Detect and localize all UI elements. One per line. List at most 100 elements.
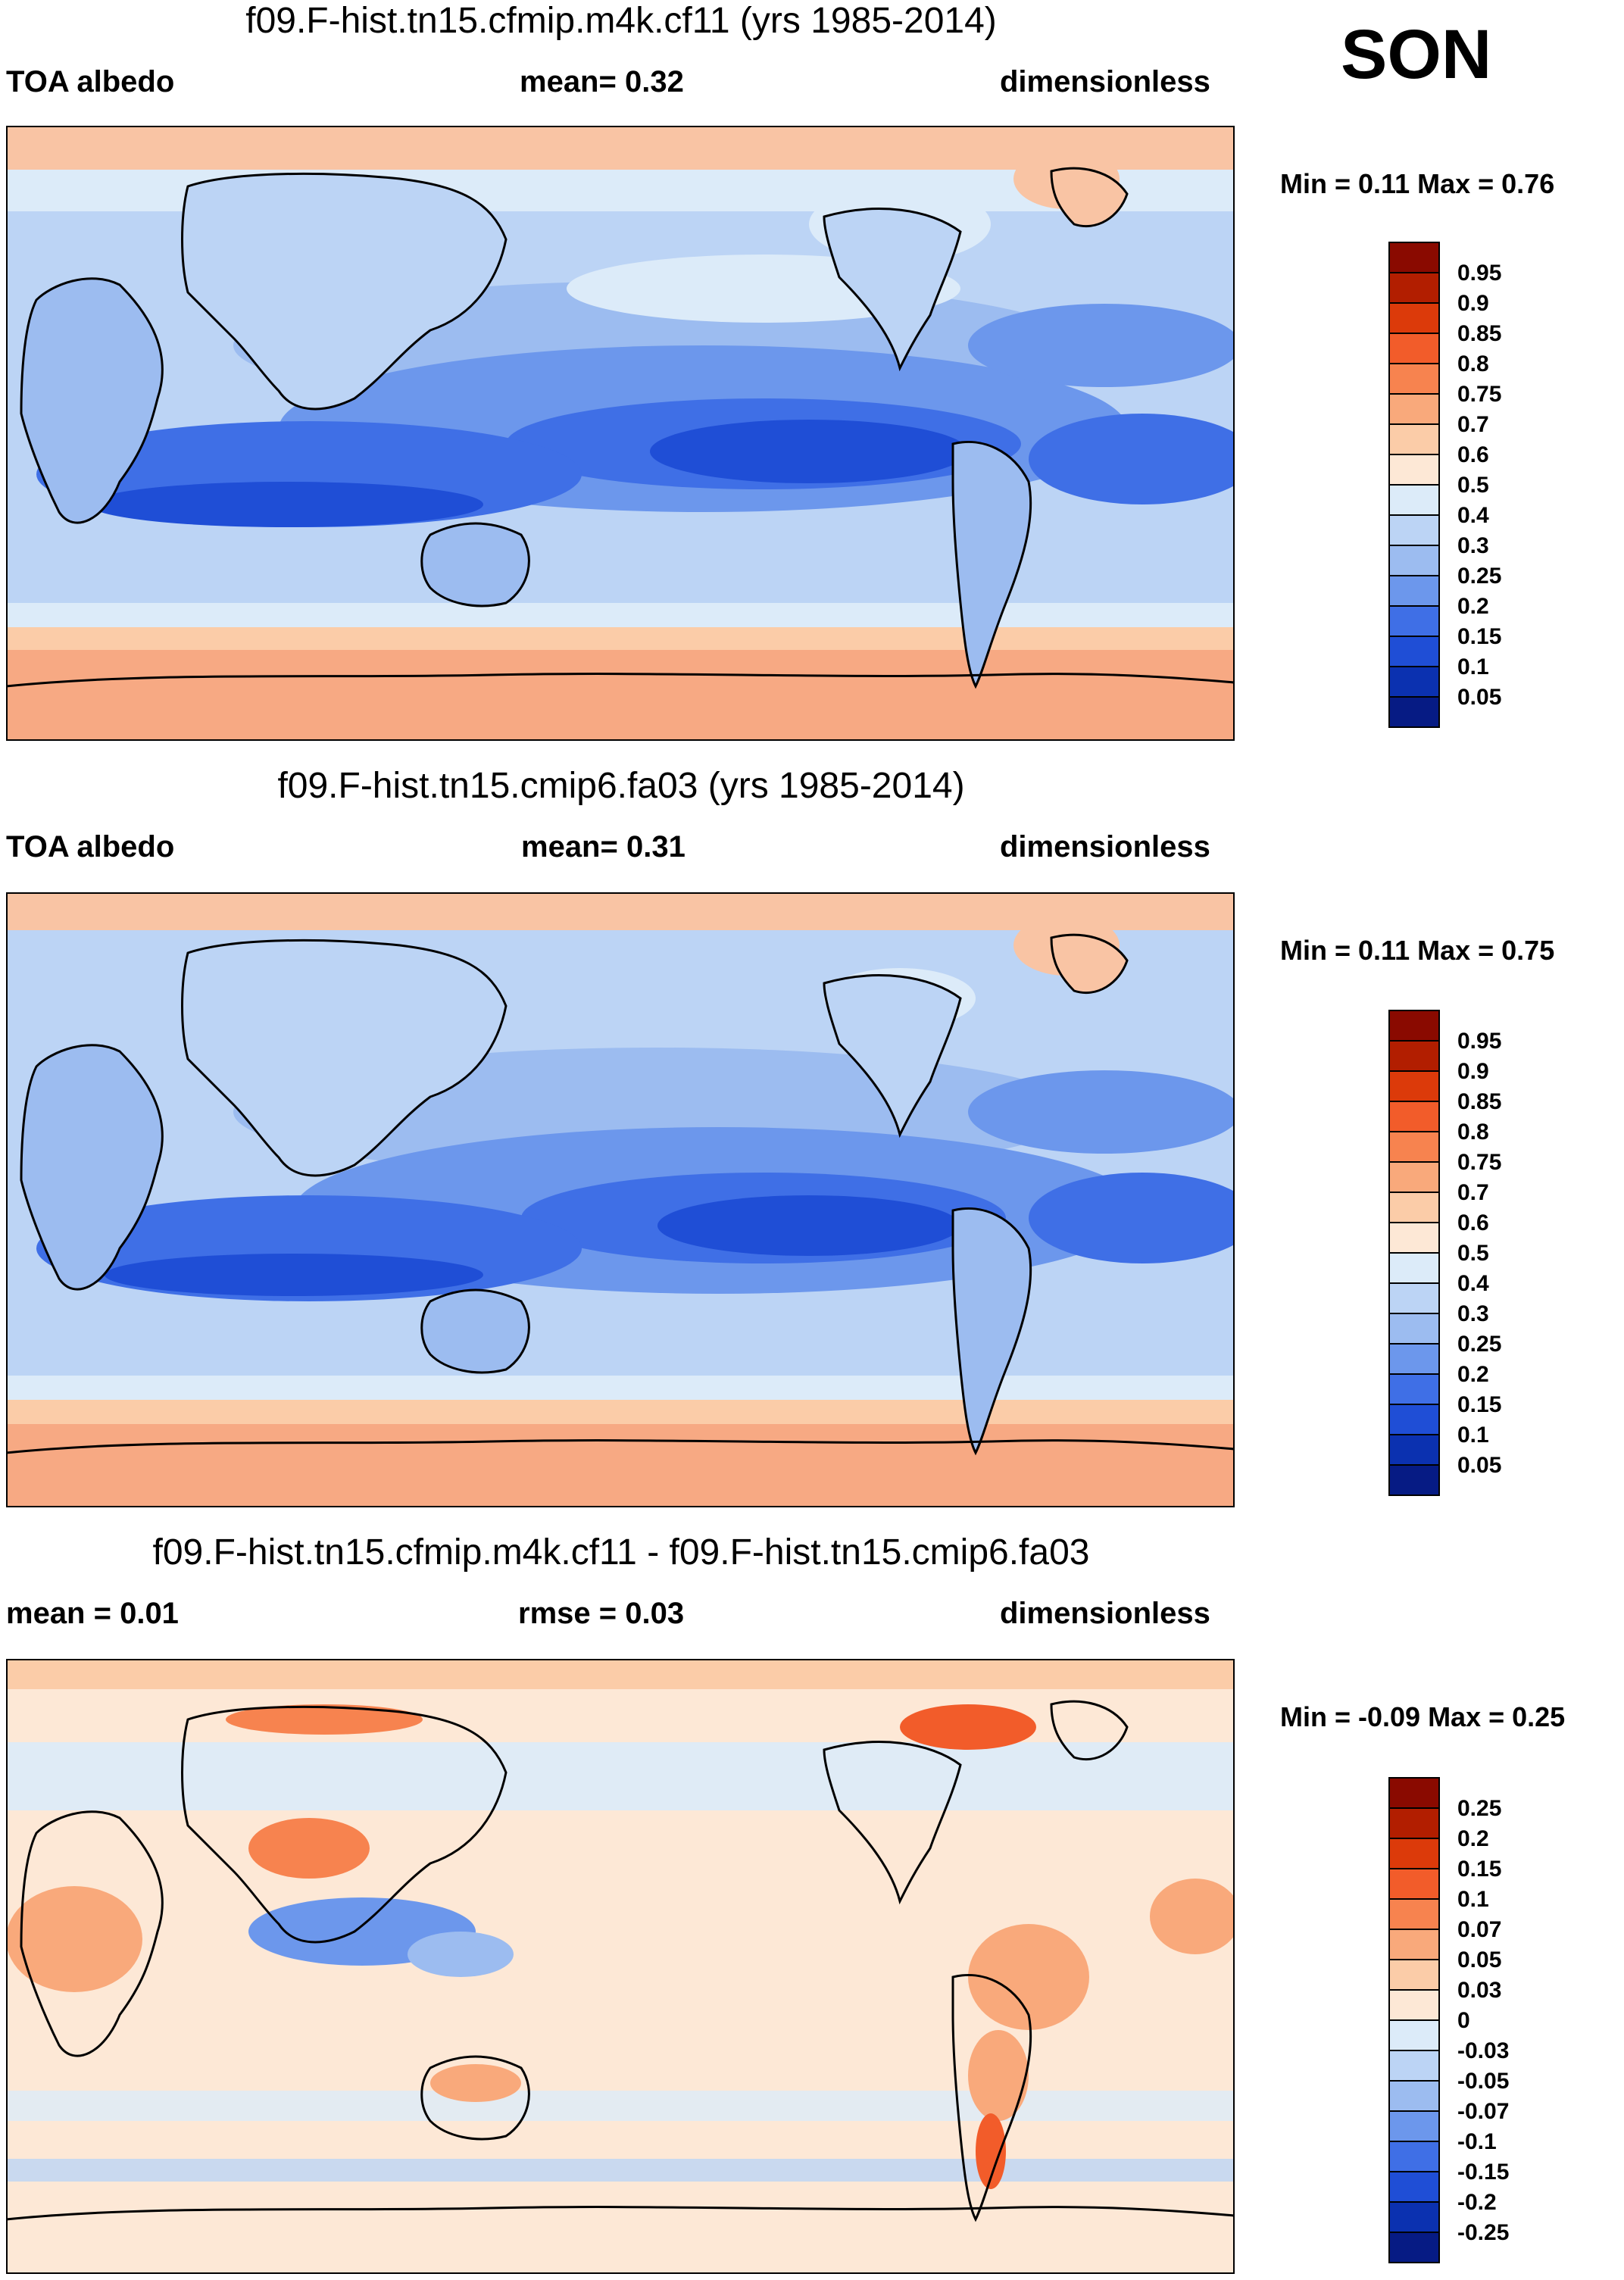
panel-1-colorbar-label: 0.2 [1457, 594, 1489, 619]
panel-2-colorbar-box [1388, 1373, 1440, 1405]
panel-2-colorbar-label: 0.5 [1457, 1241, 1489, 1266]
panel-1-colorbar-box [1388, 484, 1440, 516]
panel-2-map [6, 892, 1235, 1507]
panel-3-title: f09.F-hist.tn15.cfmip.m4k.cf11 - f09.F-h… [152, 1532, 1090, 1573]
panel-1-colorbar-label: 0.3 [1457, 533, 1489, 558]
panel-3-colorbar-box [1388, 2201, 1440, 2233]
panel-1-colorbar-box [1388, 423, 1440, 455]
panel-3-colorbar-box [1388, 2019, 1440, 2051]
panel-2-colorbar-box [1388, 1252, 1440, 1284]
panel-2-title: f09.F-hist.tn15.cmip6.fa03 (yrs 1985-201… [277, 766, 965, 806]
panel-1-colorbar-label: 0.15 [1457, 624, 1501, 649]
panel-2-colorbar-label: 0.2 [1457, 1362, 1489, 1387]
panel-3-rmse-label: rmse = 0.03 [518, 1597, 685, 1630]
panel-1-mean-label: mean= 0.32 [520, 65, 684, 98]
panel-1-colorbar-label: 0.85 [1457, 321, 1501, 346]
panel-1-colorbar-box [1388, 636, 1440, 667]
panel-3-coastlines [6, 1700, 1235, 2222]
panel-1-map-frame [6, 126, 1235, 741]
panel-1-variable-label: TOA albedo [6, 65, 175, 98]
panel-1-colorbar-label: 0.05 [1457, 685, 1501, 710]
panel-1-colorbar-label: 0.8 [1457, 351, 1489, 376]
panel-3-fields [6, 1659, 1235, 2274]
panel-3-colorbar-box [1388, 1838, 1440, 1869]
panel-2-coastlines [6, 933, 1235, 1456]
panel-1-colorbar-label: 0.6 [1457, 442, 1489, 467]
panel-3-colorbar-label: 0.07 [1457, 1917, 1501, 1942]
panel-3-colorbar-label: -0.15 [1457, 2160, 1509, 2185]
panel-1-colorbar-box [1388, 393, 1440, 425]
panel-3-colorbar-label: -0.03 [1457, 2038, 1509, 2063]
panel-1-colorbar-box [1388, 333, 1440, 364]
season-label: SON [1341, 16, 1492, 93]
panel-2-colorbar-box [1388, 1343, 1440, 1375]
panel-2-colorbar-label: 0.7 [1457, 1180, 1489, 1205]
panel-2-colorbar-label: 0.3 [1457, 1301, 1489, 1326]
panel-1-colorbar-box [1388, 605, 1440, 637]
panel-1-colorbar-label: 0.95 [1457, 261, 1501, 286]
panel-3-colorbar-label: 0.05 [1457, 1947, 1501, 1972]
panel-3-colorbar: 0.25 0.2 0.15 0.1 0.07 0.05 0.03 0 -0.03 -0.05 -0.… [1388, 1777, 1509, 2263]
panel-3-colorbar-label: 0.25 [1457, 1796, 1501, 1821]
panel-3-colorbar-box [1388, 2080, 1440, 2112]
panel-2-colorbar-box [1388, 1070, 1440, 1102]
panel-3-colorbar-box [1388, 1989, 1440, 2021]
panel-3-colorbar-box [1388, 2232, 1440, 2263]
panel-2-colorbar-box [1388, 1101, 1440, 1132]
panel-3-colorbar-label: 0.03 [1457, 1978, 1501, 2003]
panel-1-colorbar-box [1388, 545, 1440, 576]
panel-1-fields [6, 126, 1235, 741]
panel-1-colorbar-box [1388, 666, 1440, 698]
panel-2-colorbar-label: 0.95 [1457, 1029, 1501, 1054]
panel-2-minmax: Min = 0.11 Max = 0.75 [1280, 935, 1555, 966]
panel-1-colorbar-box [1388, 514, 1440, 546]
panel-1-colorbar-box [1388, 696, 1440, 728]
panel-2-units-label: dimensionless [1000, 830, 1210, 864]
panel-1-colorbar-label: 0.25 [1457, 564, 1501, 589]
panel-2-colorbar-label: 0.4 [1457, 1271, 1489, 1296]
panel-2-colorbar-box [1388, 1010, 1440, 1042]
panel-3-colorbar-label: 0.1 [1457, 1887, 1489, 1912]
panel-2-mean-label: mean= 0.31 [521, 830, 686, 864]
panel-2-colorbar-box [1388, 1464, 1440, 1496]
panel-1-colorbar-box [1388, 454, 1440, 486]
panel-3-colorbar-label: -0.05 [1457, 2069, 1509, 2094]
panel-3-colorbar-label: 0.2 [1457, 1826, 1489, 1851]
panel-1-colorbar-label: 0.4 [1457, 503, 1489, 528]
panel-1-coastlines [6, 167, 1235, 689]
panel-3-colorbar-label: -0.25 [1457, 2220, 1509, 2245]
panel-2-colorbar-box [1388, 1040, 1440, 1072]
panel-2-colorbar-label: 0.25 [1457, 1332, 1501, 1357]
panel-1-colorbar-box [1388, 272, 1440, 304]
panel-1-colorbar-label: 0.5 [1457, 473, 1489, 498]
panel-2-colorbar-label: 0.85 [1457, 1089, 1501, 1114]
panel-3-colorbar-box [1388, 2050, 1440, 2082]
panel-3-colorbar-box [1388, 1777, 1440, 1809]
panel-2-colorbar-box [1388, 1282, 1440, 1314]
panel-3-minmax: Min = -0.09 Max = 0.25 [1280, 1701, 1566, 1732]
panel-1-units-label: dimensionless [1000, 65, 1210, 98]
panel-2-colorbar-box [1388, 1192, 1440, 1223]
panel-2-colorbar-label: 0.9 [1457, 1059, 1489, 1084]
panel-1-colorbar-label: 0.1 [1457, 654, 1489, 679]
panel-1-colorbar: 0.95 0.9 0.85 0.8 0.75 0.7 0.6 0.5 0.4 0.3 0.25 0.2… [1388, 242, 1501, 728]
panel-3-colorbar-label: -0.2 [1457, 2190, 1497, 2215]
panel-3-colorbar-box [1388, 1807, 1440, 1839]
panel-3-units-label: dimensionless [1000, 1597, 1210, 1630]
panel-3-colorbar-label: 0.15 [1457, 1857, 1501, 1882]
panel-2-colorbar-box [1388, 1404, 1440, 1435]
panel-3-colorbar-box [1388, 2171, 1440, 2203]
panel-3-colorbar-label: -0.07 [1457, 2099, 1509, 2124]
panel-2-colorbar-label: 0.15 [1457, 1392, 1501, 1417]
panel-1-colorbar-label: 0.75 [1457, 382, 1501, 407]
panel-2-colorbar-label: 0.6 [1457, 1210, 1489, 1235]
panel-1-colorbar-box [1388, 575, 1440, 607]
panel-3-colorbar-label: -0.1 [1457, 2129, 1497, 2154]
panel-2-variable-label: TOA albedo [6, 830, 175, 864]
panel-2-map-frame [6, 892, 1235, 1507]
panel-2-colorbar-box [1388, 1222, 1440, 1254]
panel-1-colorbar-label: 0.7 [1457, 412, 1489, 437]
panel-3-mean-label: mean = 0.01 [6, 1597, 179, 1630]
panel-2-colorbar-label: 0.75 [1457, 1150, 1501, 1175]
panel-3-colorbar-box [1388, 1959, 1440, 1991]
